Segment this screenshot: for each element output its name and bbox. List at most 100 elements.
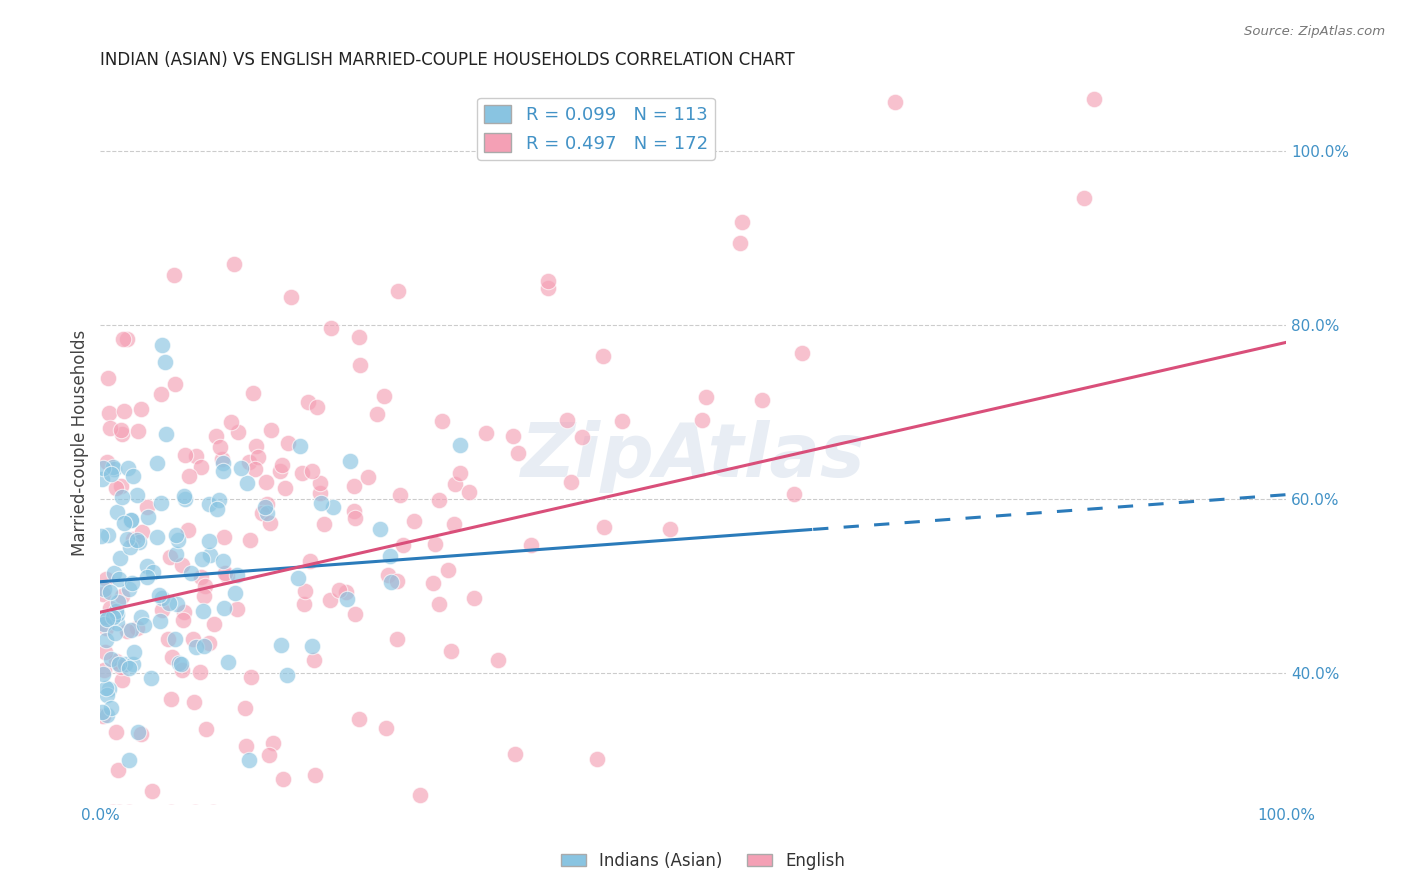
Point (122, 645, 145, 659)
Point (380, 549, 402, 564)
Point (188, 665, 211, 680)
Point (245, 462, 267, 476)
Point (150, 591, 173, 605)
Point (226, 425, 249, 440)
Point (138, 510, 160, 524)
Point (212, 600, 235, 615)
Point (207, 502, 229, 516)
Point (105, 505, 128, 519)
Point (108, 550, 131, 565)
Text: ZipAtlas: ZipAtlas (520, 420, 866, 493)
Point (117, 461, 139, 475)
Point (94, 609, 117, 624)
Point (94, 645, 117, 659)
Point (443, 517, 465, 532)
Point (299, 554, 322, 568)
Point (94, 573, 117, 587)
Point (129, 727, 152, 741)
Point (520, 538, 543, 552)
Point (336, 591, 359, 606)
Point (90, 529, 112, 543)
Point (287, 571, 309, 585)
Point (211, 464, 233, 478)
Point (194, 722, 217, 736)
Point (104, 626, 127, 640)
Point (440, 644, 463, 658)
Point (191, 552, 214, 566)
Point (148, 589, 170, 603)
Point (1073, 191, 1095, 205)
Point (121, 576, 143, 591)
Point (127, 424, 149, 438)
Point (347, 330, 370, 344)
Point (217, 655, 239, 669)
Point (193, 589, 215, 603)
Point (458, 485, 481, 500)
Point (127, 724, 149, 739)
Point (294, 584, 316, 599)
Point (100, 467, 122, 481)
Point (486, 653, 509, 667)
Point (136, 559, 159, 574)
Point (368, 522, 391, 536)
Point (94, 681, 117, 695)
Point (392, 539, 415, 553)
Point (111, 490, 134, 504)
Point (884, 95, 907, 110)
Point (291, 466, 314, 480)
Point (96, 689, 118, 703)
Point (93, 616, 115, 631)
Point (226, 568, 249, 582)
Point (184, 450, 207, 464)
Point (301, 639, 323, 653)
Point (430, 414, 453, 428)
Point (97, 528, 120, 542)
Point (205, 429, 228, 443)
Point (150, 496, 173, 510)
Point (179, 468, 201, 483)
Point (586, 752, 609, 766)
Point (463, 591, 485, 605)
Point (322, 500, 344, 515)
Point (229, 461, 252, 475)
Point (193, 639, 215, 653)
Point (592, 520, 614, 534)
Point (156, 632, 179, 646)
Point (150, 338, 173, 352)
Point (120, 513, 142, 527)
Point (269, 464, 291, 478)
Point (211, 452, 233, 467)
Point (100, 805, 122, 820)
Point (222, 257, 245, 271)
Point (155, 427, 177, 442)
Point (110, 423, 132, 437)
Point (135, 570, 157, 584)
Point (273, 481, 295, 495)
Point (305, 401, 328, 415)
Point (135, 500, 157, 515)
Point (191, 604, 214, 618)
Point (429, 597, 451, 611)
Point (201, 805, 224, 820)
Point (409, 788, 432, 802)
Point (245, 439, 267, 453)
Point (150, 603, 173, 617)
Point (190, 459, 212, 474)
Point (319, 320, 342, 334)
Point (122, 657, 145, 671)
Point (110, 660, 132, 674)
Point (690, 413, 713, 427)
Point (108, 805, 131, 820)
Point (100, 601, 122, 615)
Point (276, 668, 298, 682)
Point (502, 429, 524, 443)
Point (436, 563, 458, 577)
Y-axis label: Married-couple Households: Married-couple Households (72, 329, 89, 556)
Point (100, 652, 122, 666)
Point (174, 448, 197, 462)
Point (537, 281, 560, 295)
Point (91, 666, 114, 681)
Point (224, 586, 246, 600)
Point (118, 805, 141, 820)
Point (104, 604, 127, 618)
